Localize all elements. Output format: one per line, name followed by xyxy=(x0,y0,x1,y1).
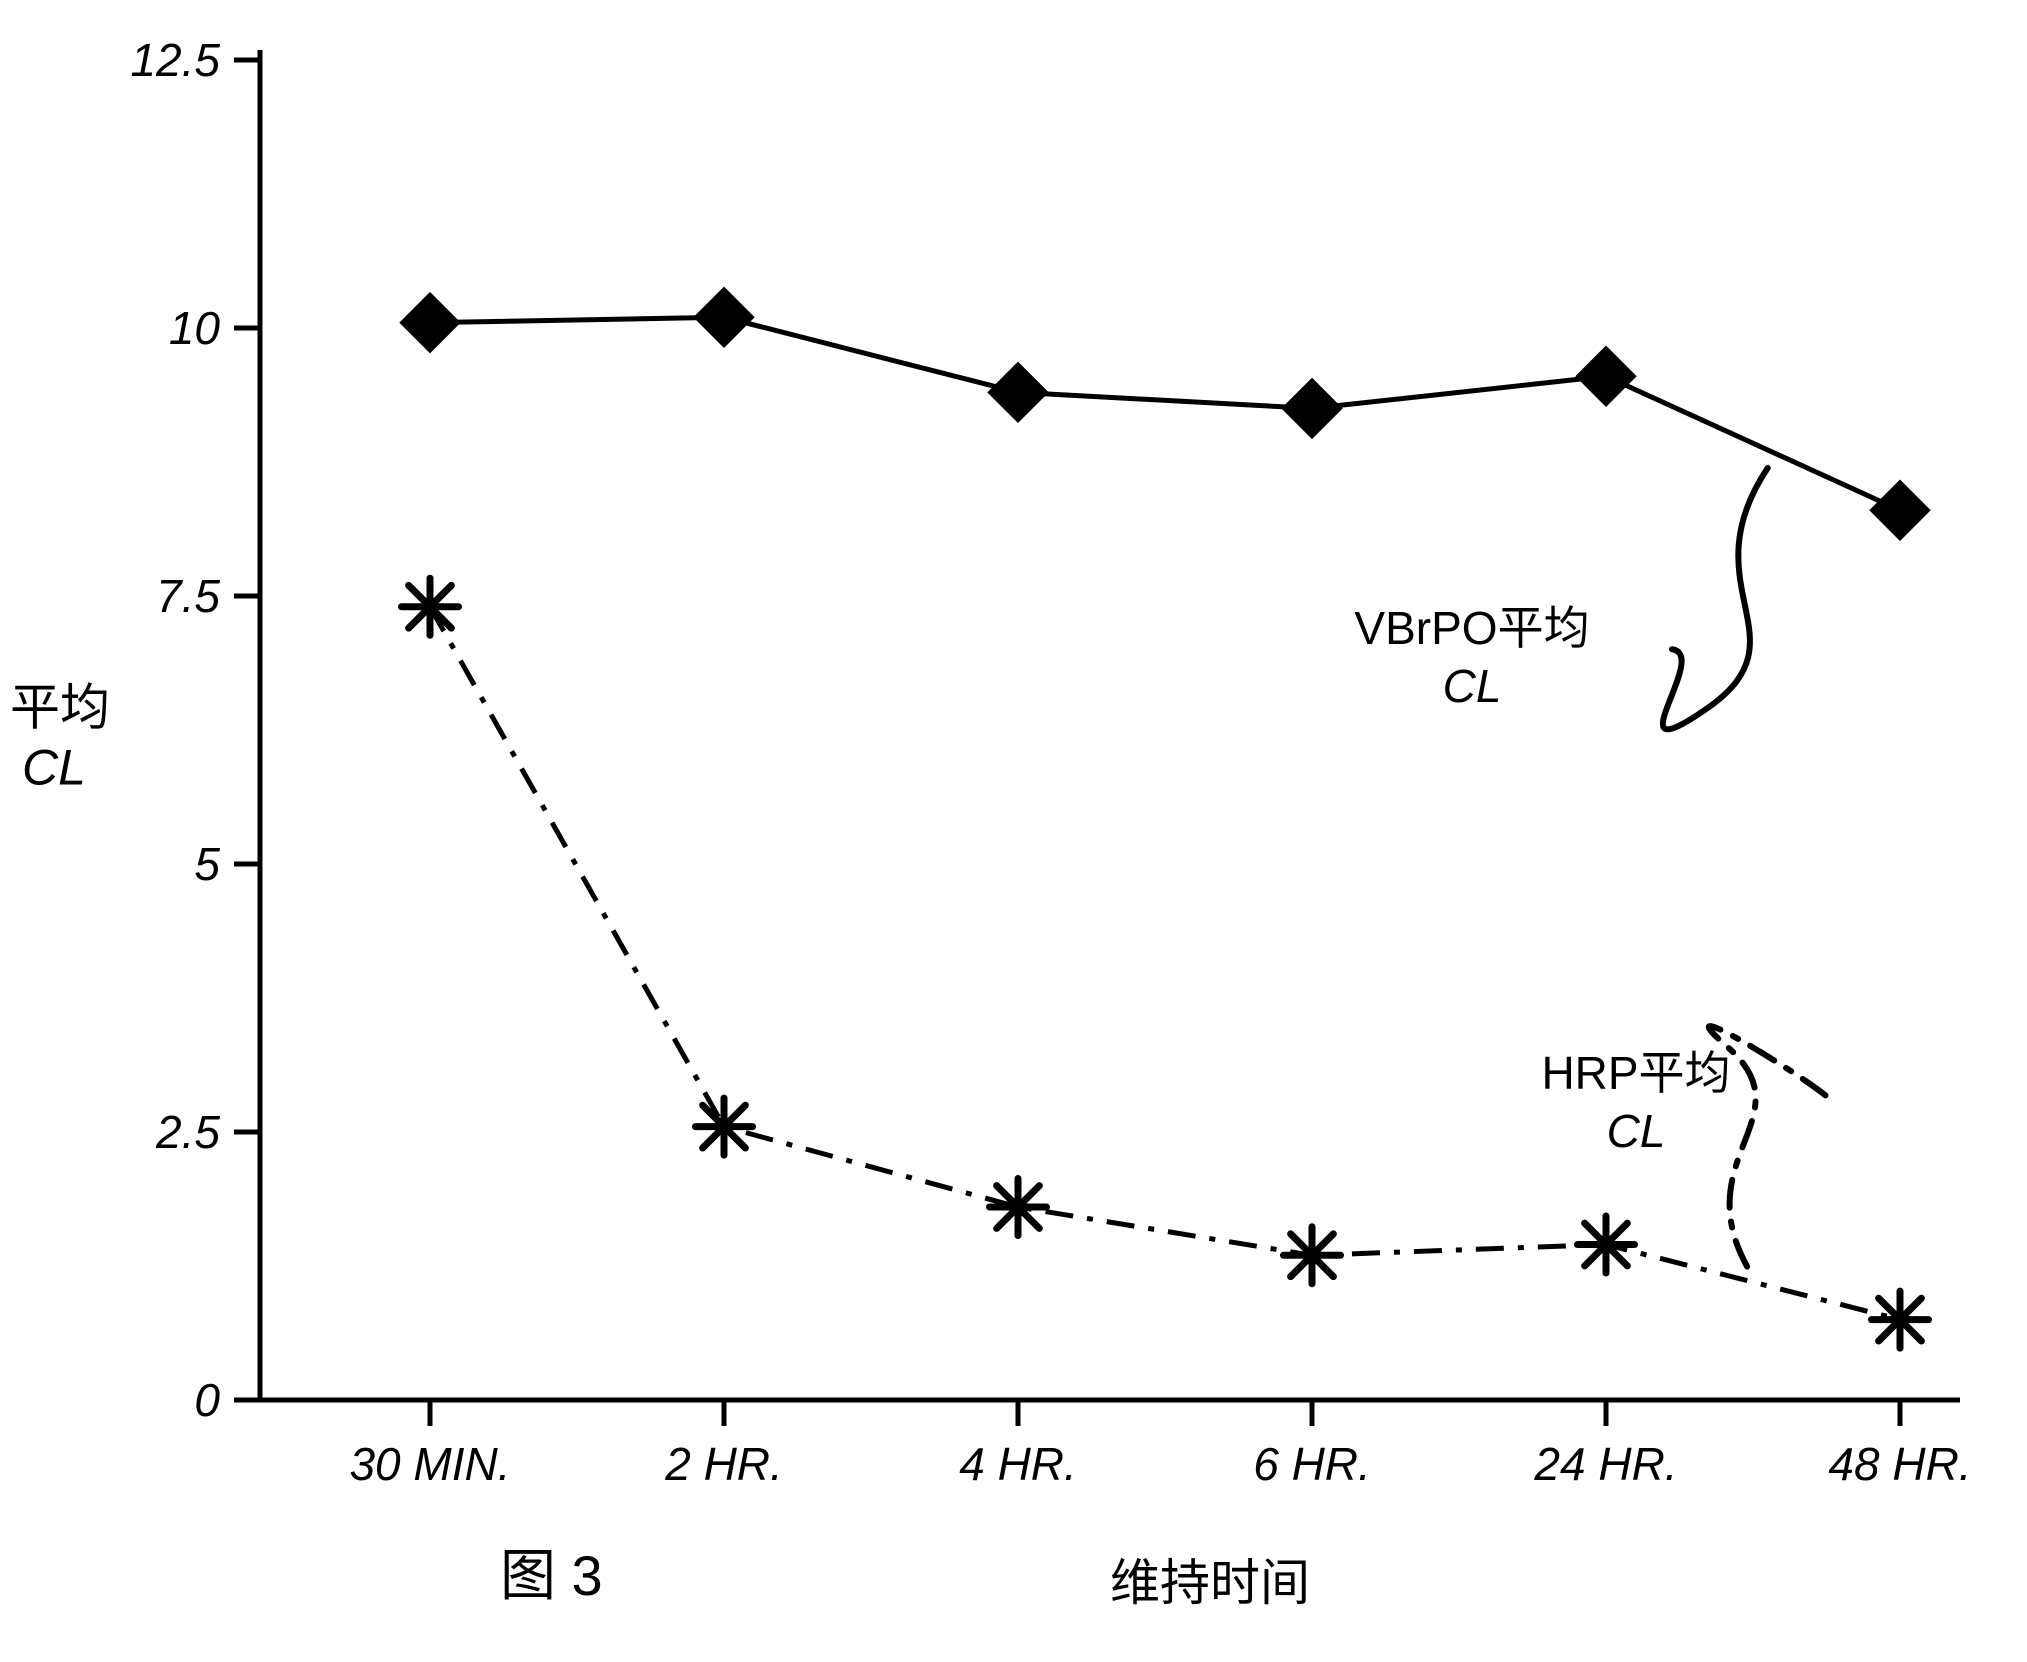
asterisk-marker xyxy=(990,1179,1047,1236)
x-tick-label: 24 HR. xyxy=(1533,1438,1677,1490)
vbrpo-series-line xyxy=(430,317,1900,510)
asterisk-marker xyxy=(696,1098,753,1155)
diamond-marker xyxy=(988,362,1048,422)
vbrpo-label-line1: VBrPO平均 xyxy=(1354,602,1589,654)
x-tick-label: 2 HR. xyxy=(664,1438,783,1490)
x-tick-label: 6 HR. xyxy=(1253,1438,1371,1490)
figure-caption: 图 3 xyxy=(500,1544,603,1607)
vbrpo-label-line2: CL xyxy=(1443,660,1502,712)
asterisk-marker xyxy=(1284,1227,1341,1284)
x-tick-label: 4 HR. xyxy=(959,1438,1077,1490)
y-axis-title-line1: 平均 xyxy=(10,680,110,736)
y-tick-label: 2.5 xyxy=(155,1106,220,1158)
diamond-marker xyxy=(1870,480,1930,540)
vbrpo-callout-curve xyxy=(1663,468,1768,729)
diamond-marker xyxy=(694,287,754,347)
asterisk-marker xyxy=(1578,1216,1635,1273)
asterisk-marker xyxy=(1872,1291,1929,1348)
hrp-label-line1: HRP平均 xyxy=(1541,1047,1730,1099)
y-tick-label: 12.5 xyxy=(130,34,220,86)
hrp-label-line2: CL xyxy=(1607,1105,1666,1157)
x-axis-title: 维持时间 xyxy=(1110,1555,1310,1611)
line-chart: 0 2.5 5 7.5 10 12.5 30 MIN. 2 HR. 4 HR. 6 HR. 24 H… xyxy=(0,0,2027,1662)
hrp-series-line xyxy=(430,607,1900,1320)
x-tick-label: 48 HR. xyxy=(1828,1438,1971,1490)
y-axis-title-line2: CL xyxy=(22,740,86,796)
chart-container: 0 2.5 5 7.5 10 12.5 30 MIN. 2 HR. 4 HR. 6 HR. 24 H… xyxy=(0,0,2027,1662)
y-tick-label: 7.5 xyxy=(156,570,220,622)
diamond-marker xyxy=(1282,378,1342,438)
diamond-marker xyxy=(1576,346,1636,406)
diamond-marker xyxy=(400,293,460,353)
y-tick-label: 10 xyxy=(169,302,221,354)
asterisk-marker xyxy=(402,578,459,635)
y-tick-label: 0 xyxy=(194,1374,220,1426)
y-tick-label: 5 xyxy=(194,838,220,890)
x-tick-label: 30 MIN. xyxy=(349,1438,510,1490)
